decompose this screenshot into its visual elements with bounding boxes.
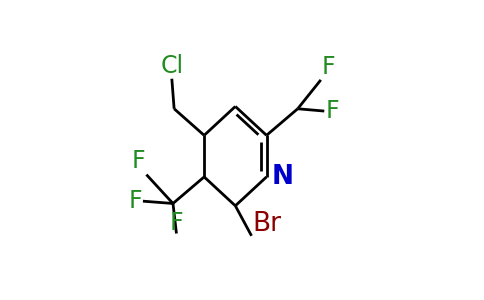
Text: Cl: Cl [160,54,183,78]
Text: F: F [132,149,145,173]
Text: Br: Br [253,211,282,237]
Text: F: F [128,189,142,213]
Text: N: N [272,164,294,190]
Text: F: F [169,211,183,235]
Text: F: F [322,55,335,79]
Text: F: F [325,99,339,123]
